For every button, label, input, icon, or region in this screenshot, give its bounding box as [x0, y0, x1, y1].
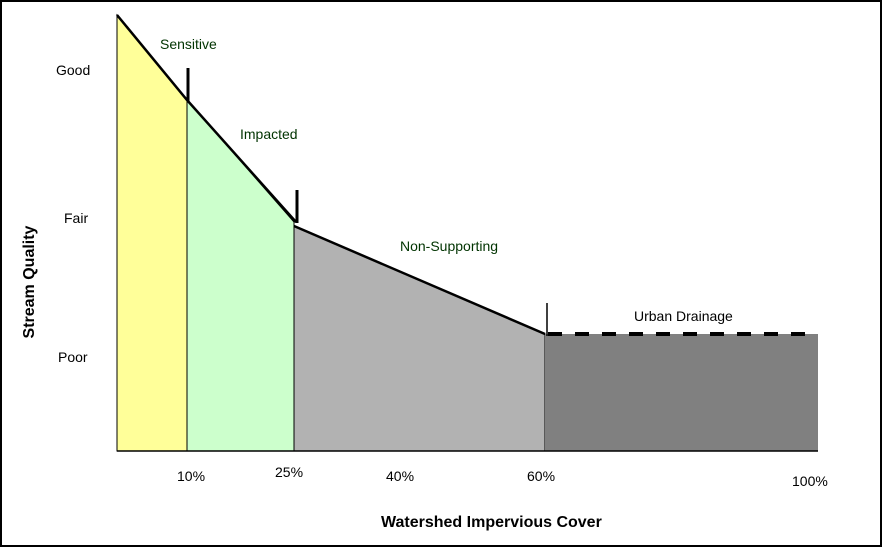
zone-sensitive-area [116, 13, 188, 452]
y-tick-good: Good [56, 62, 91, 78]
zone-non-supporting-area [293, 225, 546, 452]
y-tick-poor: Poor [58, 349, 88, 365]
zone-label-urban-drainage: Urban Drainage [634, 308, 733, 324]
x-tick-25: 25% [275, 464, 304, 480]
x-tick-40: 40% [386, 468, 415, 484]
x-tick-10: 10% [177, 468, 206, 484]
zone-label-sensitive: Sensitive [160, 36, 217, 52]
x-axis-title: Watershed Impervious Cover [381, 514, 602, 531]
zone-label-impacted: Impacted [240, 126, 298, 142]
quality-curve-lower [293, 224, 546, 336]
y-tick-fair: Fair [64, 210, 89, 226]
zone-impacted-area [186, 98, 295, 452]
zone-label-non-supporting: Non-Supporting [400, 238, 499, 254]
x-tick-60: 60% [527, 468, 556, 484]
y-axis-title: Stream Quality [21, 225, 38, 339]
x-tick-100: 100% [792, 473, 828, 489]
zone-urban-drainage-area [545, 334, 818, 451]
